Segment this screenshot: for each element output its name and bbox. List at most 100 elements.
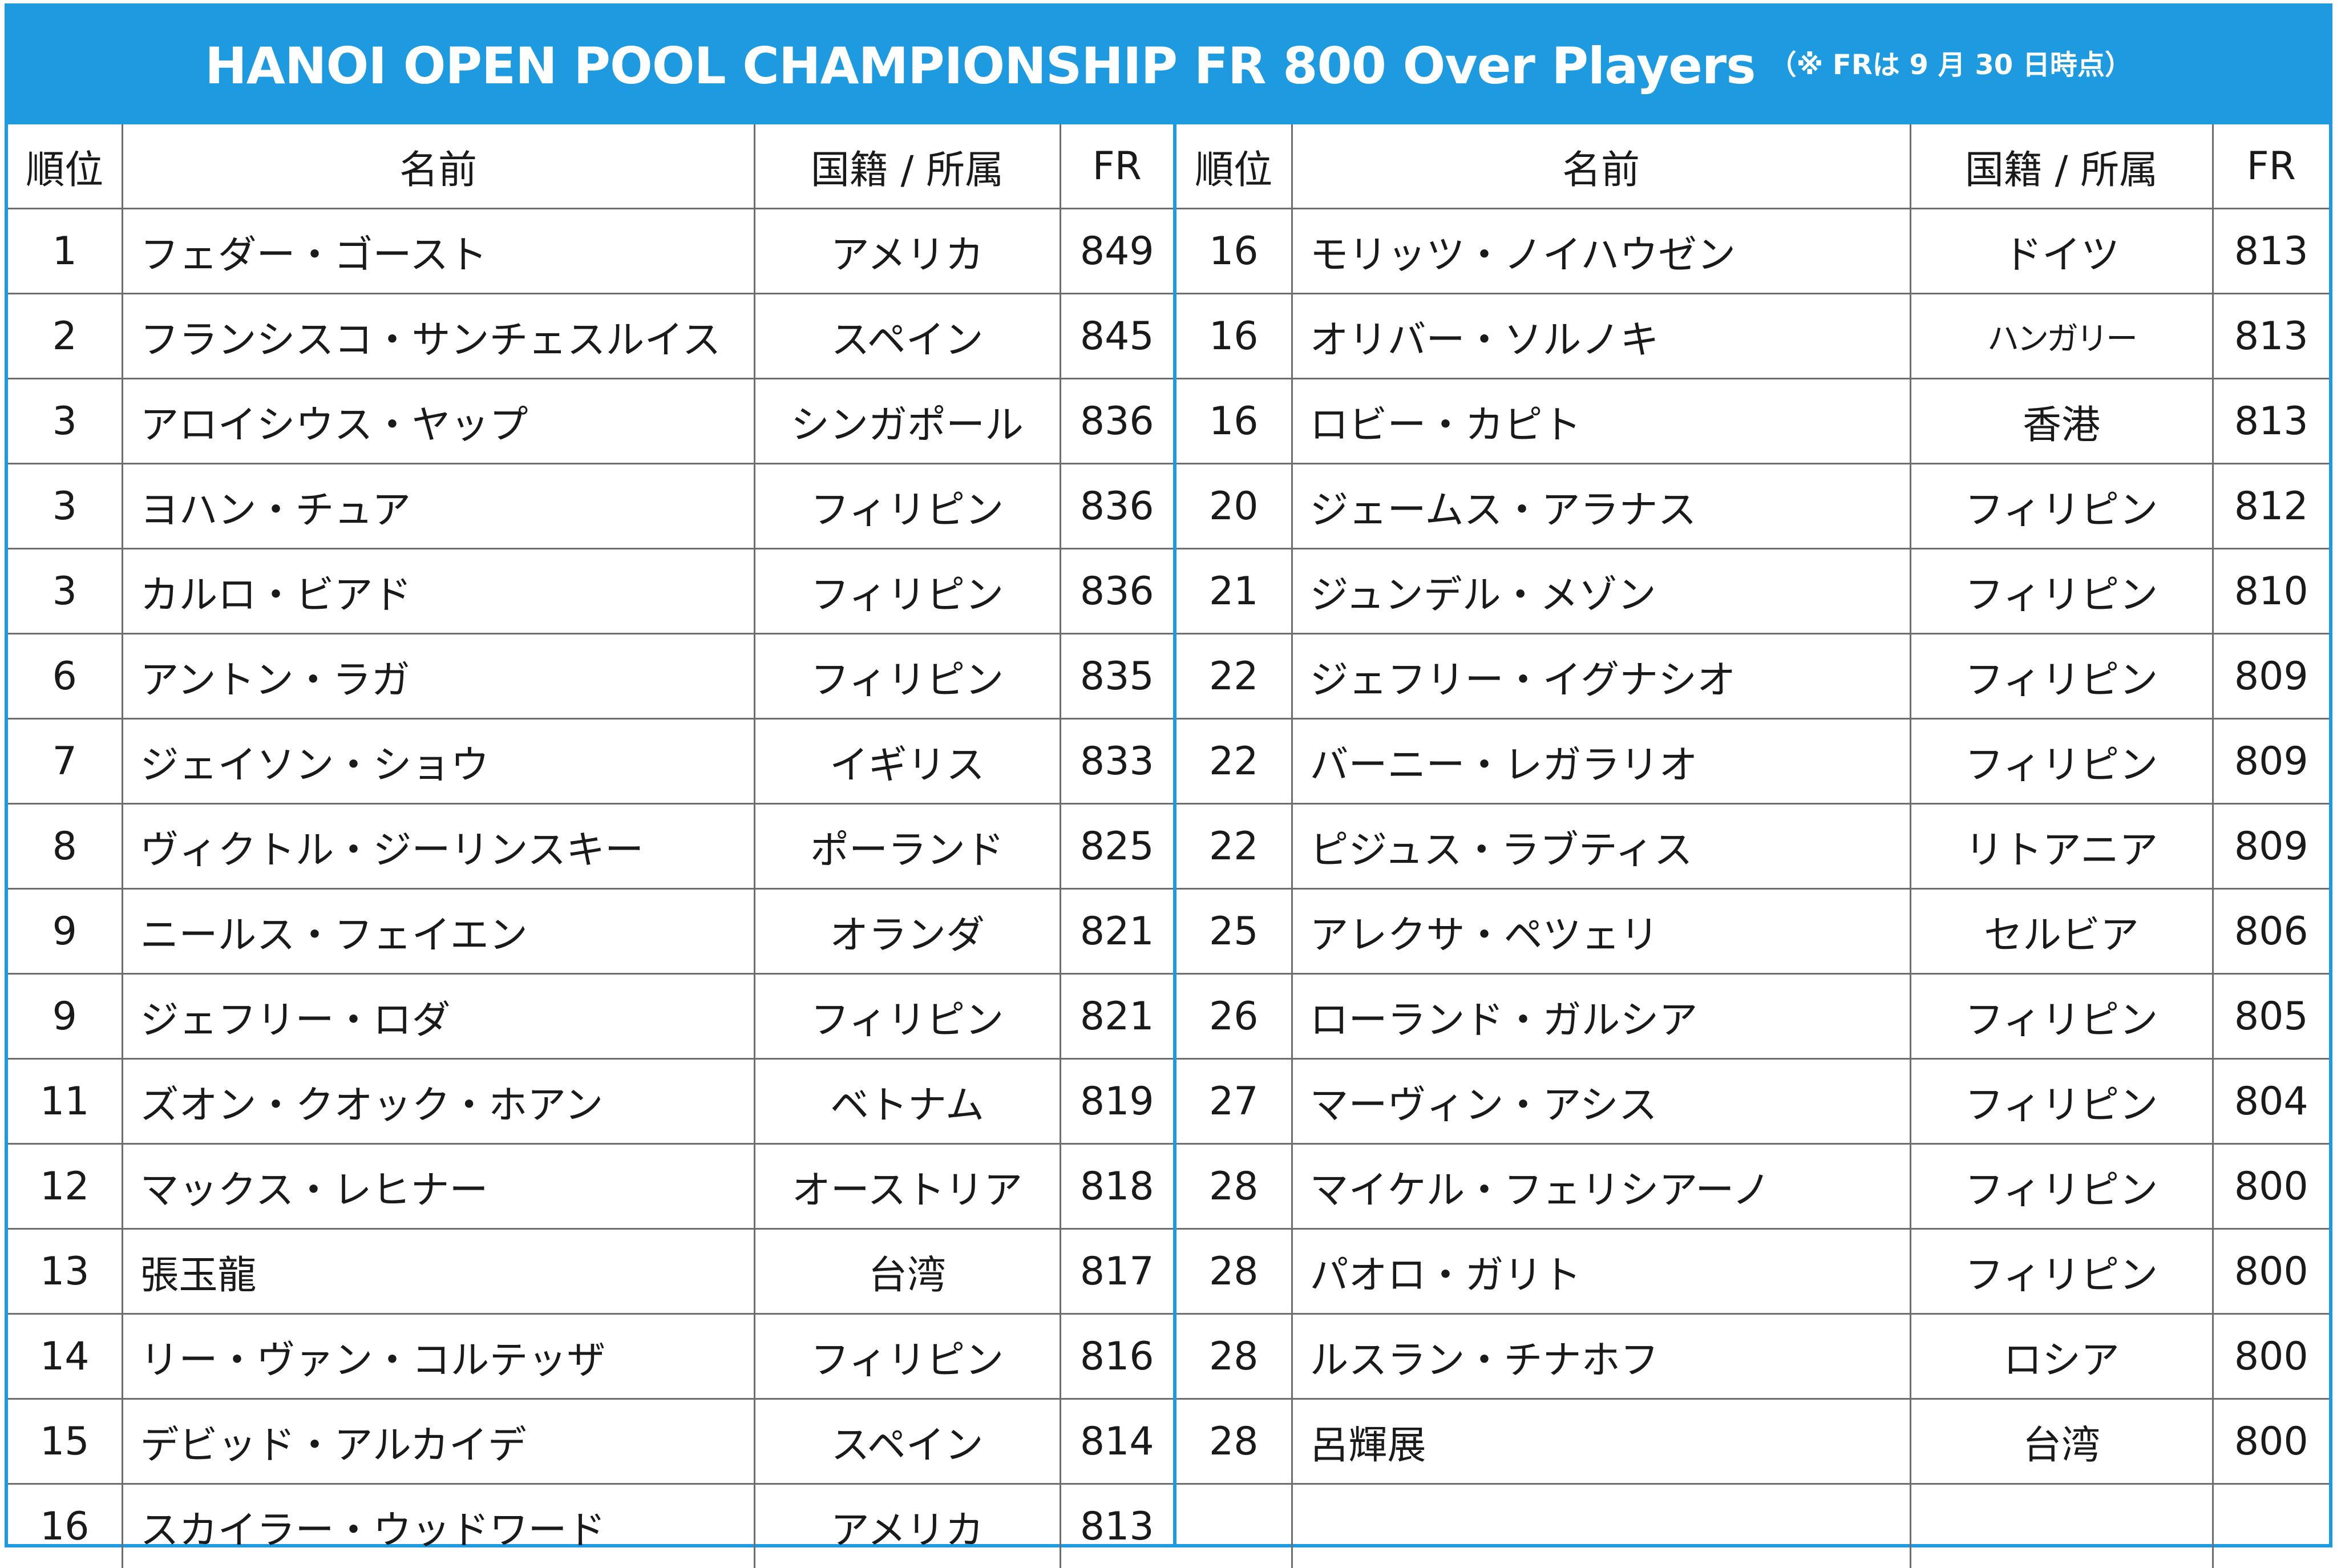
name-cell: スカイラー・ウッドワード — [122, 1484, 754, 1568]
rank-cell: 2 — [8, 294, 122, 379]
name-cell: デビッド・アルカイデ — [122, 1399, 754, 1484]
name-cell: ロビー・カピト — [1292, 379, 1910, 464]
name-cell: バーニー・レガラリオ — [1292, 719, 1910, 804]
name-cell: リー・ヴァン・コルテッザ — [122, 1314, 754, 1399]
fr-cell: 819 — [1060, 1059, 1173, 1144]
fr-cell: 836 — [1060, 379, 1173, 464]
fr-cell: 816 — [1060, 1314, 1173, 1399]
nationality-cell: アメリカ — [754, 1484, 1060, 1568]
name-cell: フランシスコ・サンチェスルイス — [122, 294, 754, 379]
name-cell — [1292, 1484, 1910, 1568]
rank-cell: 12 — [8, 1144, 122, 1229]
name-cell: ジュンデル・メゾン — [1292, 549, 1910, 634]
nationality-cell: 台湾 — [754, 1229, 1060, 1314]
name-cell: ルスラン・チナホフ — [1292, 1314, 1910, 1399]
rank-cell: 21 — [1176, 549, 1292, 634]
header-rank: 順位 — [1176, 124, 1292, 209]
fr-cell: 835 — [1060, 634, 1173, 719]
rank-cell: 16 — [1176, 379, 1292, 464]
table-header-row: 順位 名前 国籍 / 所属 FR — [1176, 124, 2329, 209]
name-cell: フェダー・ゴースト — [122, 209, 754, 294]
nationality-cell: フィリピン — [1910, 974, 2213, 1059]
fr-cell: 833 — [1060, 719, 1173, 804]
rank-cell: 7 — [8, 719, 122, 804]
nationality-cell: ドイツ — [1910, 209, 2213, 294]
rank-cell: 22 — [1176, 719, 1292, 804]
rank-cell: 22 — [1176, 804, 1292, 889]
nationality-cell: フィリピン — [754, 634, 1060, 719]
rank-cell: 9 — [8, 974, 122, 1059]
page-title: HANOI OPEN POOL CHAMPIONSHIP FR 800 Over… — [205, 37, 1756, 95]
nationality-cell: オーストリア — [754, 1144, 1060, 1229]
name-cell: 張玉龍 — [122, 1229, 754, 1314]
name-cell: アロイシウス・ヤップ — [122, 379, 754, 464]
nationality-cell: イギリス — [754, 719, 1060, 804]
fr-cell: 817 — [1060, 1229, 1173, 1314]
rank-cell: 16 — [1176, 294, 1292, 379]
name-cell: ピジュス・ラブティス — [1292, 804, 1910, 889]
rank-cell: 15 — [8, 1399, 122, 1484]
rank-cell: 28 — [1176, 1144, 1292, 1229]
fr-cell: 818 — [1060, 1144, 1173, 1229]
header-fr: FR — [2213, 124, 2329, 209]
nationality-cell: フィリピン — [754, 464, 1060, 549]
fr-cell: 810 — [2213, 549, 2329, 634]
header-name: 名前 — [1292, 124, 1910, 209]
nationality-cell: スペイン — [754, 1399, 1060, 1484]
nationality-cell: ポーランド — [754, 804, 1060, 889]
fr-cell: 800 — [2213, 1399, 2329, 1484]
name-cell: マーヴィン・アシス — [1292, 1059, 1910, 1144]
header-name: 名前 — [122, 124, 754, 209]
table-header-row: 順位 名前 国籍 / 所属 FR — [8, 124, 1173, 209]
rank-cell: 16 — [8, 1484, 122, 1568]
fr-cell: 800 — [2213, 1314, 2329, 1399]
nationality-cell: アメリカ — [754, 209, 1060, 294]
rank-cell: 25 — [1176, 889, 1292, 974]
name-cell: カルロ・ビアド — [122, 549, 754, 634]
nationality-cell: セルビア — [1910, 889, 2213, 974]
name-cell: アントン・ラガ — [122, 634, 754, 719]
fr-cell: 809 — [2213, 804, 2329, 889]
rank-cell: 8 — [8, 804, 122, 889]
fr-cell: 813 — [2213, 209, 2329, 294]
name-cell: ローランド・ガルシア — [1292, 974, 1910, 1059]
name-cell: ニールス・フェイエン — [122, 889, 754, 974]
rank-cell: 13 — [8, 1229, 122, 1314]
fr-cell: 806 — [2213, 889, 2329, 974]
fr-cell: 836 — [1060, 549, 1173, 634]
nationality-cell: フィリピン — [1910, 464, 2213, 549]
nationality-cell: フィリピン — [1910, 1059, 2213, 1144]
nationality-cell: オランダ — [754, 889, 1060, 974]
fr-cell: 825 — [1060, 804, 1173, 889]
rank-cell: 3 — [8, 464, 122, 549]
name-cell: ヨハン・チュア — [122, 464, 754, 549]
fr-cell: 813 — [2213, 294, 2329, 379]
nationality-cell: フィリピン — [1910, 1229, 2213, 1314]
